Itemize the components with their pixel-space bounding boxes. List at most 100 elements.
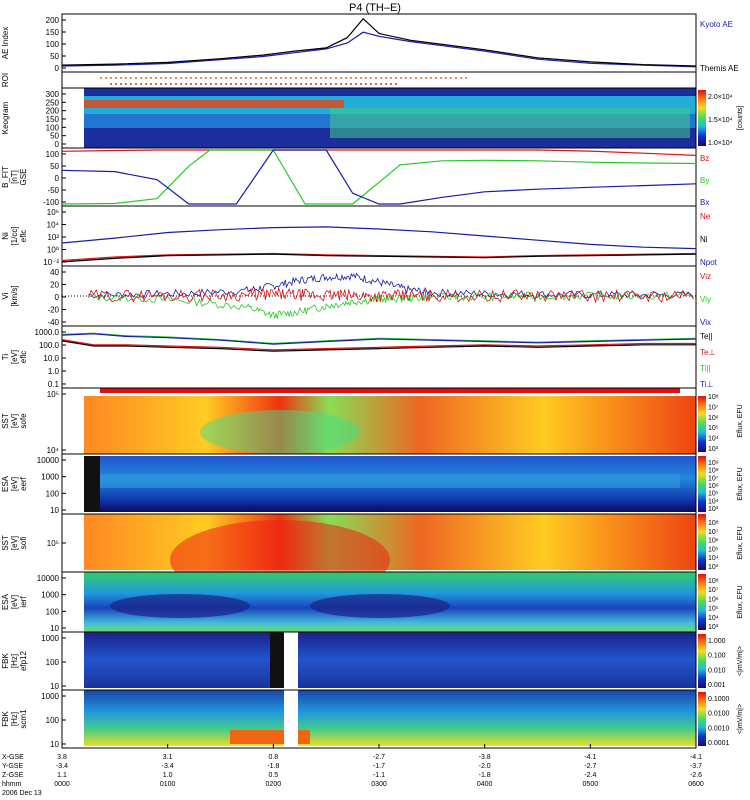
ylabel-esa_i-2: ierf: [19, 596, 28, 608]
cbar-label-sst_e: Eflux, EFU: [737, 404, 744, 437]
esa-e-band: [100, 474, 680, 488]
ylabel-bfit-2: GSE: [19, 169, 28, 186]
ylabel-sst_i-1: [eV]: [10, 536, 19, 550]
cbar-tick-sst_i-4: 10⁴: [708, 555, 719, 562]
cbar-tick-esa_e-0: 10⁹: [708, 460, 719, 467]
legend-bfit-1: By: [700, 176, 709, 185]
axis-row-1-value-4: -2.0: [479, 763, 491, 770]
ylabel-bfit-0: B_FIT: [1, 166, 10, 188]
legend-ae-0: Kyoto AE: [700, 20, 733, 29]
ylabel-fbk_b-1: [Hz]: [10, 712, 19, 726]
cbar-label-esa_i: Eflux, EFU: [737, 585, 744, 618]
tick-label-esa_e-1: 1000: [41, 473, 59, 482]
axis-row-3-value-4: 0400: [477, 781, 493, 788]
tick-label-bfit-0: 100: [46, 150, 60, 159]
axis-row-0-value-6: -4.1: [690, 754, 702, 761]
cbar-tick-esa_i-4: 10⁴: [708, 615, 719, 622]
axis-row-0-value-4: -3.8: [479, 754, 491, 761]
cbar-tick-keogram-1: 1.5×10⁴: [708, 117, 733, 124]
axis-row-label-0: X-GSE: [2, 754, 24, 761]
cbar-tick-esa_e-1: 10⁸: [708, 468, 719, 475]
tick-label-keogram-4: 100: [46, 123, 60, 132]
tick-label-fbk_b-2: 10: [50, 740, 59, 749]
ni-line-npot: [61, 253, 697, 263]
axis-row-1-value-2: -1.8: [267, 763, 279, 770]
sst-e-feature: [200, 410, 360, 454]
cbar-tick-fbk_e-3: 0.001: [708, 682, 726, 689]
fbk-b-spectrogram: [84, 690, 696, 746]
ti-line-te-par: [61, 340, 696, 352]
ae-line-themis: [61, 17, 697, 67]
frame-ni: [61, 205, 697, 267]
cbar-tick-esa_i-5: 10³: [708, 624, 719, 631]
axis-row-0-value-1: 3.1: [163, 754, 173, 761]
cbar-tick-sst_e-4: 10⁴: [708, 436, 719, 443]
legend-ti-1: Te⊥: [700, 348, 715, 357]
colorbar-keogram: [698, 90, 706, 146]
ylabel-ti-0: Ti: [1, 354, 10, 361]
tick-label-ni-3: 10⁰: [47, 246, 59, 255]
sst-e-spectrogram: [84, 396, 696, 454]
cbar-label-esa_e: Eflux, EFU: [737, 467, 744, 500]
legend-ni-2: Npot: [700, 258, 718, 267]
sst-e-flag-bar: [100, 388, 680, 393]
esa-i-feature-1: [110, 594, 250, 618]
cbar-tick-sst_i-3: 10⁵: [708, 546, 719, 553]
cbar-tick-fbk_e-1: 0.100: [708, 653, 726, 660]
colorbar-esa-e: [698, 456, 706, 512]
fbk-e-gap-white: [284, 632, 298, 688]
vi-line-viy: [88, 291, 694, 320]
axis-row-0-value-3: -2.7: [373, 754, 385, 761]
axis-row-3-value-6: 0600: [688, 781, 704, 788]
ylabel-esa_i-1: [eV]: [10, 595, 19, 609]
tick-label-ti-2: 10.0: [43, 354, 59, 363]
axis-row-1-value-6: -3.7: [690, 763, 702, 770]
tick-label-ae-4: 0: [55, 64, 60, 73]
cbar-tick-sst_i-0: 10⁸: [708, 520, 719, 527]
tick-label-keogram-0: 300: [46, 90, 60, 99]
tick-label-ni-0: 10⁶: [47, 208, 59, 217]
tick-label-ae-3: 50: [50, 52, 59, 61]
axis-row-3-value-5: 0500: [583, 781, 599, 788]
cbar-tick-esa_i-3: 10⁵: [708, 606, 719, 613]
plot-title: P4 (TH–E): [349, 2, 401, 14]
fbk-b-gap-white: [284, 690, 298, 746]
ylabel-sst_e-2: sofe: [19, 413, 28, 429]
legend-bfit-0: Bz: [700, 154, 709, 163]
cbar-tick-sst_e-2: 10⁶: [708, 415, 719, 422]
tick-label-ae-0: 200: [46, 16, 60, 25]
ylabel-fbk_e-2: efp12: [19, 650, 28, 671]
tick-label-esa_i-1: 1000: [41, 591, 59, 600]
ylabel-vi-1: [km/s]: [10, 285, 19, 306]
tick-label-ae-1: 150: [46, 28, 60, 37]
tick-label-esa_i-3: 10: [50, 624, 59, 633]
ylabel-sst_i-0: SST: [1, 535, 10, 551]
axis-row-1-value-0: -3.4: [56, 763, 68, 770]
cbar-tick-fbk_b-3: 0.0001: [708, 740, 730, 747]
ylabel-fbk_b-2: scm1: [19, 709, 28, 729]
esa-e-gap: [84, 456, 100, 512]
legend-vi-0: Viz: [700, 272, 711, 281]
vi-line-viz: [88, 287, 694, 304]
cbar-tick-esa_i-1: 10⁷: [708, 587, 719, 594]
axis-row-2-value-4: -1.8: [479, 772, 491, 779]
cbar-tick-sst_e-0: 10⁸: [708, 394, 719, 401]
tick-label-sst_e-1: 10⁴: [47, 446, 60, 455]
cbar-tick-esa_e-3: 10⁶: [708, 483, 719, 490]
axis-row-3-value-1: 0100: [160, 781, 176, 788]
cbar-tick-fbk_b-1: 0.0100: [708, 711, 730, 718]
fbk-e-spectrogram: [84, 632, 696, 688]
ti-line-ti-perp: [61, 333, 697, 345]
legend-ti-2: Ti||: [700, 364, 711, 373]
tick-label-fbk_b-1: 100: [46, 716, 60, 725]
tick-label-esa_e-2: 100: [46, 489, 60, 498]
esa-i-feature-2: [310, 594, 450, 618]
tick-label-ni-2: 10²: [47, 233, 59, 242]
tick-label-vi-3: -20: [47, 306, 59, 315]
ti-line-ti-par: [61, 332, 697, 345]
cbar-tick-esa_e-5: 10⁴: [708, 498, 719, 505]
cbar-label-keogram: [counts]: [737, 106, 744, 131]
axis-row-2-value-2: 0.5: [268, 772, 278, 779]
cbar-tick-esa_i-2: 10⁶: [708, 596, 719, 603]
